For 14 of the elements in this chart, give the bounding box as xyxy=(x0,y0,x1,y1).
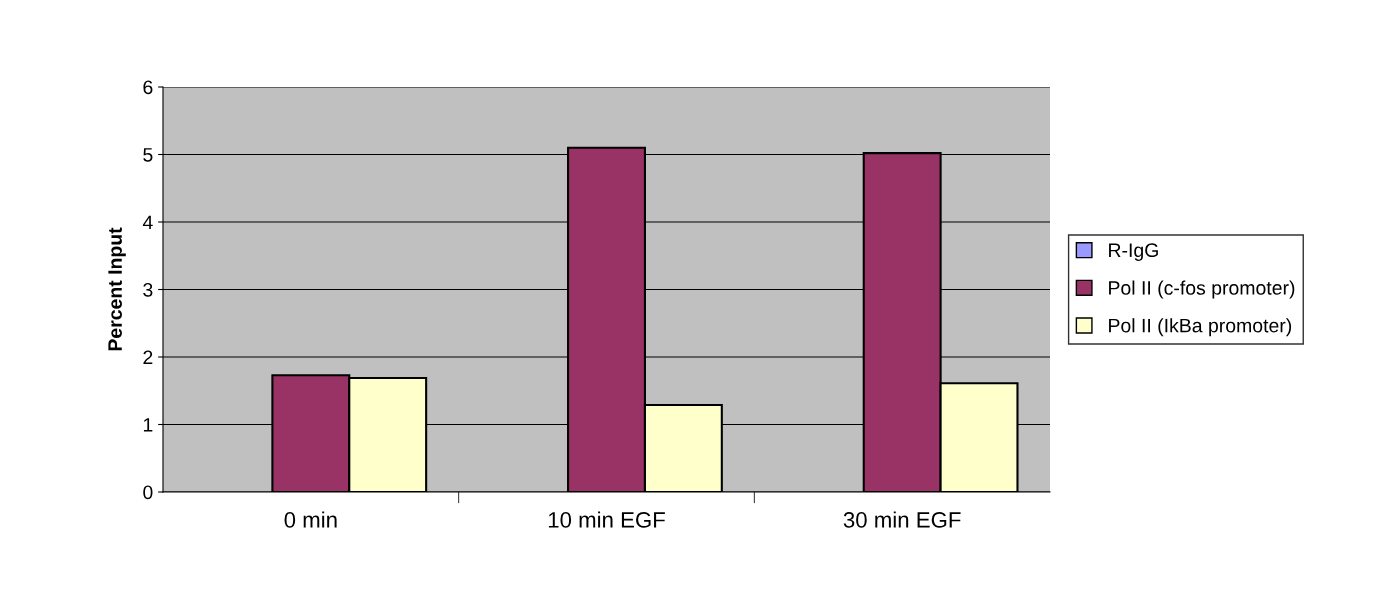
y-tick-label: 2 xyxy=(143,350,153,365)
y-tick-label: 0 xyxy=(143,485,153,500)
x-tick-label: 10 min EGF xyxy=(548,511,665,528)
y-tick-label: 4 xyxy=(142,215,153,230)
y-tick-label: 6 xyxy=(143,80,153,95)
y-tick-label: 3 xyxy=(143,282,153,297)
x-tick-label: 30 min EGF xyxy=(843,511,961,528)
legend-label: Pol II (c-fos promoter) xyxy=(1109,280,1295,299)
y-tick-label: 5 xyxy=(143,148,153,162)
x-tick-label: 0 min xyxy=(284,511,337,528)
legend-label: Pol II (IkBa promoter) xyxy=(1109,318,1292,337)
y-axis-title: Percent Input xyxy=(108,227,126,351)
legend-label: R-IgG xyxy=(1109,243,1158,261)
y-tick-label: 1 xyxy=(143,418,153,432)
